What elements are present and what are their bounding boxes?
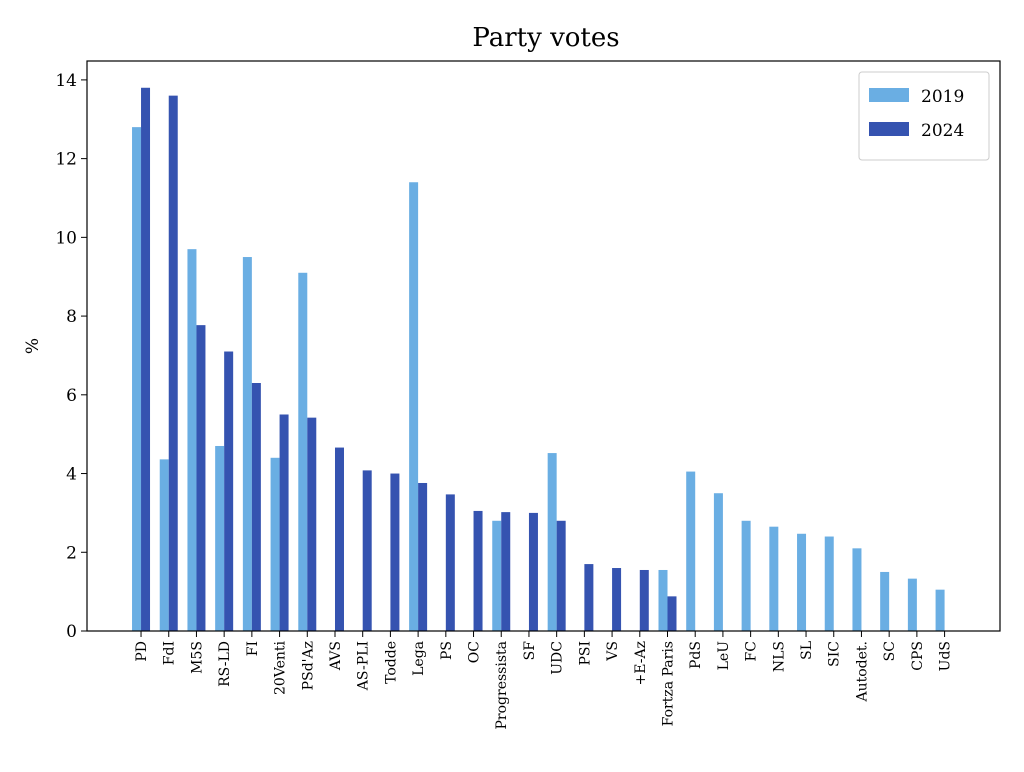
bar: [215, 445, 225, 631]
x-tick-label: AVS: [328, 641, 344, 671]
bar: [196, 325, 206, 631]
bar: [935, 589, 945, 631]
bar: [159, 459, 169, 631]
legend-label: 2024: [921, 121, 964, 141]
y-tick-label: 6: [66, 386, 77, 406]
bar: [852, 548, 862, 631]
bar: [251, 383, 261, 631]
bar: [242, 257, 252, 631]
y-tick-label: 14: [55, 71, 77, 91]
bar: [390, 473, 400, 631]
bar: [769, 526, 779, 631]
y-tick-label: 12: [55, 150, 77, 170]
x-tick-label: FC: [744, 641, 760, 661]
bar: [270, 457, 280, 631]
bar: [824, 536, 834, 631]
bar: [141, 87, 151, 632]
x-tick-label: PSI: [577, 641, 593, 666]
bar: [187, 249, 197, 632]
x-tick-label: SC: [882, 641, 898, 661]
x-tick-label: FI: [245, 641, 261, 656]
bar: [741, 520, 751, 631]
bar: [334, 447, 344, 631]
x-tick-label: CPS: [910, 641, 926, 671]
bar: [224, 351, 234, 631]
y-tick-label: 8: [66, 307, 77, 327]
bar: [880, 571, 890, 631]
bar: [547, 453, 557, 631]
bar: [409, 182, 419, 631]
x-tick-label: PSd'Az: [300, 641, 316, 690]
x-tick-label: PD: [134, 641, 150, 662]
x-tick-label: PdS: [688, 641, 704, 669]
bar: [686, 471, 696, 631]
x-tick-label: SIC: [827, 641, 843, 667]
x-tick-label: UDC: [550, 641, 566, 675]
legend-label: 2019: [921, 87, 964, 107]
bar: [612, 568, 622, 631]
x-tick-label: +E-Az: [633, 641, 649, 685]
x-tick-label: 20Venti: [273, 640, 289, 695]
bar: [307, 417, 317, 631]
bar: [667, 596, 677, 631]
x-tick-label: PS: [439, 641, 455, 660]
y-tick-label: 4: [66, 465, 77, 485]
x-tick-label: OC: [467, 641, 483, 663]
y-axis-label: %: [23, 338, 43, 354]
bar: [528, 512, 538, 631]
bar: [473, 510, 483, 631]
chart-title: Party votes: [472, 23, 619, 53]
x-tick-label: M5S: [189, 641, 205, 674]
bar: [168, 95, 178, 632]
plot-frame: [86, 60, 1001, 632]
bar: [279, 414, 289, 631]
bar: [132, 127, 142, 631]
y-tick-label: 10: [55, 228, 77, 248]
x-tick-label: Fortza Paris: [660, 641, 676, 726]
legend-box: [858, 71, 990, 161]
bar: [797, 533, 807, 631]
x-tick-label: FdI: [162, 641, 178, 665]
x-tick-label: VS: [605, 641, 621, 662]
x-tick-label: Autodet.: [854, 641, 870, 703]
bar: [445, 494, 455, 631]
bar: [639, 569, 649, 631]
y-tick-label: 0: [66, 622, 77, 642]
x-tick-label: SF: [522, 641, 538, 661]
x-tick-label: Lega: [411, 641, 427, 676]
y-tick-label: 2: [66, 543, 77, 563]
bar: [713, 493, 723, 631]
bar: [501, 512, 511, 631]
x-tick-label: NLS: [771, 641, 787, 672]
x-tick-label: Progressista: [494, 641, 510, 729]
x-tick-label: LeU: [716, 641, 732, 671]
bar: [584, 564, 594, 631]
bar: [492, 520, 502, 631]
x-tick-label: Todde: [383, 641, 399, 684]
bar: [362, 470, 372, 631]
bar: [658, 569, 668, 631]
bar: [907, 578, 917, 631]
x-tick-label: UdS: [938, 641, 954, 671]
x-tick-label: SL: [799, 641, 815, 660]
bar: [418, 482, 428, 631]
bar: [556, 520, 566, 631]
legend-swatch: [869, 88, 909, 102]
x-tick-label: AS-PLI: [356, 641, 372, 691]
legend-swatch: [869, 122, 909, 136]
bar: [298, 272, 308, 631]
x-tick-label: RS-LD: [217, 641, 233, 687]
